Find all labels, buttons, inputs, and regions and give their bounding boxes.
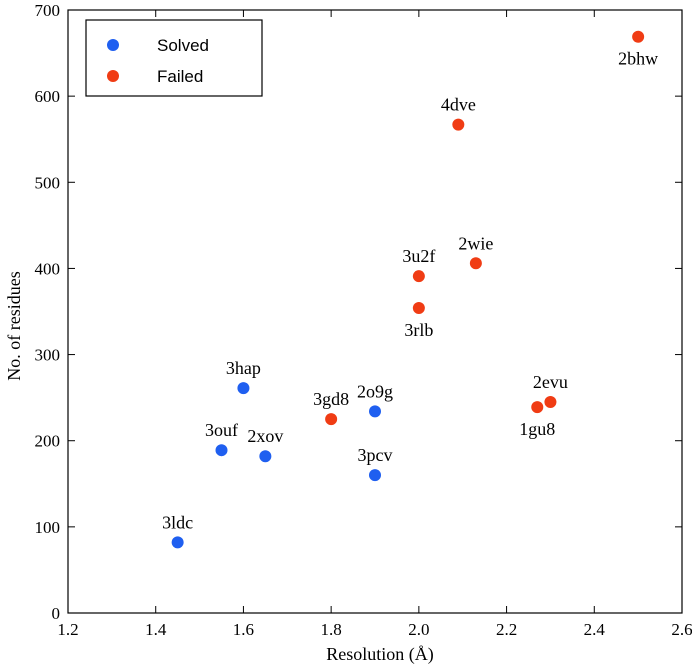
point-failed-4dve: [452, 118, 465, 131]
y-axis-label: No. of residues: [4, 271, 24, 380]
y-tick-label: 500: [35, 173, 61, 192]
axes: 1.2 1.4 1.6 1.8 2.0 2.2 2.4 2.6 0 100 200 300 400 500…: [35, 1, 692, 639]
x-tick-label: 2.0: [408, 620, 429, 639]
legend-marker-solved: [107, 39, 119, 51]
x-tick-label: 2.6: [671, 620, 692, 639]
point-label-2bhw: 2bhw: [618, 49, 658, 69]
point-failed-2bhw: [632, 30, 645, 43]
point-solved-2o9g: [369, 405, 381, 418]
point-solved-3ouf: [215, 444, 228, 457]
point-label-3u2f: 3u2f: [402, 246, 435, 266]
x-tick-label: 1.4: [145, 620, 167, 639]
point-label-3rlb: 3rlb: [404, 320, 433, 340]
y-tick-label: 100: [35, 518, 61, 537]
y-tick-label: 700: [35, 1, 61, 20]
legend-marker-failed: [107, 70, 119, 82]
point-label-2o9g: 2o9g: [357, 381, 393, 401]
point-label-4dve: 4dve: [441, 95, 476, 115]
point-label-3gd8: 3gd8: [313, 389, 349, 409]
legend-label-solved: Solved: [157, 36, 209, 55]
point-failed-2wie: [469, 257, 482, 270]
point-label-3hap: 3hap: [226, 358, 261, 378]
point-label-1gu8: 1gu8: [519, 419, 555, 439]
y-tick-label: 300: [35, 346, 61, 365]
point-solved-3pcv: [369, 469, 381, 482]
x-tick-label: 1.6: [233, 620, 254, 639]
legend: Solved Failed: [85, 19, 263, 97]
plot-frame: [67, 9, 683, 614]
legend-box: [85, 19, 263, 97]
x-tick-label: 1.8: [321, 620, 342, 639]
x-tick-label: 1.2: [57, 620, 78, 639]
point-labels: 3ldc 3ouf 3hap 2xov 2o9g 3pcv 3gd8 3u2f 3rlb 4dve…: [162, 49, 658, 533]
x-axis-label: Resolution (Å): [326, 644, 434, 665]
point-solved-2xov: [259, 450, 272, 463]
data-points: [171, 30, 645, 549]
point-solved-3hap: [237, 382, 250, 395]
point-label-2wie: 2wie: [458, 233, 493, 253]
point-failed-1gu8: [531, 401, 544, 414]
y-tick-label: 0: [52, 604, 61, 623]
point-label-2xov: 2xov: [247, 426, 283, 446]
y-tick-label: 200: [35, 432, 61, 451]
x-tick-label: 2.2: [496, 620, 517, 639]
point-label-2evu: 2evu: [533, 372, 568, 392]
y-tick-label: 400: [35, 259, 61, 278]
point-failed-2evu: [544, 395, 557, 408]
point-label-3ldc: 3ldc: [162, 512, 193, 532]
point-label-3pcv: 3pcv: [358, 445, 393, 465]
point-failed-3gd8: [325, 413, 338, 426]
point-label-3ouf: 3ouf: [205, 420, 238, 440]
legend-label-failed: Failed: [157, 67, 203, 86]
x-tick-label: 2.4: [584, 620, 606, 639]
y-tick-label: 600: [35, 87, 61, 106]
point-failed-3rlb: [412, 302, 425, 315]
point-solved-3ldc: [171, 536, 184, 549]
point-failed-3u2f: [412, 270, 425, 283]
